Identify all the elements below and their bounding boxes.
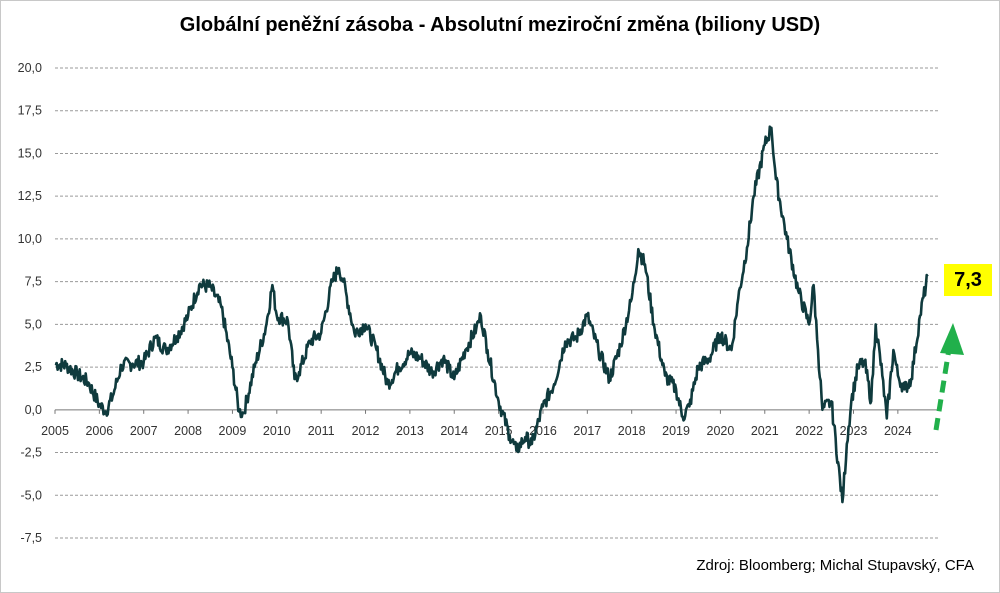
x-tick-label: 2009 (219, 424, 247, 438)
y-tick-label: 12,5 (18, 189, 42, 203)
trend-arrow-shaft (933, 351, 951, 431)
y-tick-label: 0,0 (25, 403, 42, 417)
x-tick-label: 2006 (85, 424, 113, 438)
y-tick-label: -5,0 (20, 488, 42, 502)
x-tick-label: 2011 (308, 424, 335, 438)
source-note: Zdroj: Bloomberg; Michal Stupavský, CFA (696, 557, 974, 574)
y-tick-label: 10,0 (18, 232, 42, 246)
axis-layer: 20,0 17,5 15,0 12,5 10,0 7,5 5,0 2,5 0,0 -2,5 -5,0… (18, 61, 912, 545)
x-tick-label: 2008 (174, 424, 202, 438)
x-tick-label: 2007 (130, 424, 158, 438)
series-layer (54, 125, 929, 504)
x-tick-label: 2020 (707, 424, 735, 438)
x-tick-label: 2005 (41, 424, 69, 438)
x-tick-label: 2015 (485, 424, 513, 438)
y-tick-label: 20,0 (18, 61, 42, 75)
y-tick-label: 5,0 (25, 317, 42, 331)
x-tick-label: 2022 (795, 424, 823, 438)
trend-arrow-layer (933, 323, 964, 431)
x-tick-label: 2021 (751, 424, 779, 438)
y-tick-label: 2,5 (25, 360, 42, 374)
grid-layer (55, 67, 940, 539)
x-tick-label: 2012 (352, 424, 380, 438)
money-supply-series-line (54, 125, 929, 504)
x-tick-label: 2017 (573, 424, 601, 438)
x-tick-label: 2023 (840, 424, 868, 438)
y-tick-label: 17,5 (18, 104, 42, 118)
x-tick-label: 2013 (396, 424, 424, 438)
y-tick-label: 15,0 (18, 146, 42, 160)
y-tick-label: -7,5 (20, 531, 42, 545)
x-tick-label: 2019 (662, 424, 690, 438)
latest-value-callout: 7,3 (944, 264, 992, 296)
x-tick-label: 2018 (618, 424, 646, 438)
x-tick-label: 2014 (440, 424, 468, 438)
x-tick-label: 2010 (263, 424, 291, 438)
trend-arrow-head (940, 323, 964, 355)
y-tick-label: 7,5 (25, 275, 42, 289)
chart-title: Globální peněžní zásoba - Absolutní mezi… (179, 14, 821, 36)
x-tick-label: 2024 (884, 424, 912, 438)
y-tick-label: -2,5 (20, 446, 42, 460)
